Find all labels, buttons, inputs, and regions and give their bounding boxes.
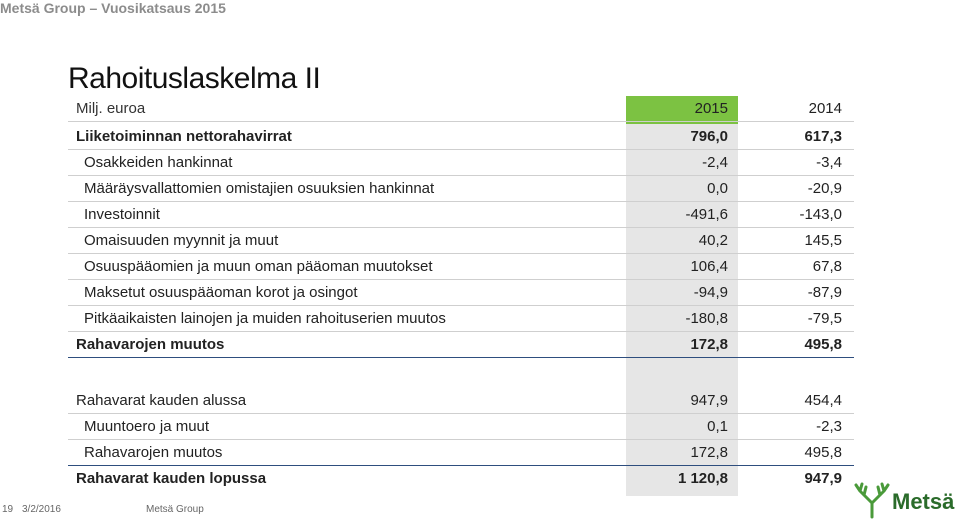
row-label: Maksetut osuuspääoman korot ja osingot [84,284,358,301]
value-2014: 495,8 [804,336,842,353]
value-2015: 106,4 [690,258,728,275]
row-label: Pitkäaikaisten lainojen ja muiden rahoit… [84,310,446,327]
row-label: Määräysvallattomien omistajien osuuksien… [84,180,435,197]
column-header-2014: 2014 [808,100,842,117]
row-label: Osuuspääomien ja muun oman pääoman muuto… [84,258,433,275]
value-2015: -94,9 [693,284,728,301]
value-2014: -20,9 [807,180,842,197]
value-2015: 947,9 [690,392,728,409]
value-2015: 172,8 [690,336,728,353]
value-2015: 172,8 [690,444,728,461]
table-row: Liiketoiminnan nettorahavirrat 796,0 617… [68,124,854,150]
value-2015: -2,4 [702,154,728,171]
cash-flow-table: Milj. euroa 2015 2014 Liiketoiminnan net… [68,96,854,496]
value-2015: 0,0 [707,180,728,197]
table-row: Muuntoero ja muut 0,1 -2,3 [68,414,854,440]
table-row: Pitkäaikaisten lainojen ja muiden rahoit… [68,306,854,332]
table-row: Maksetut osuuspääoman korot ja osingot -… [68,280,854,306]
row-label: Investoinnit [84,206,160,223]
column-2015-highlight [626,96,738,496]
row-label: Osakkeiden hankinnat [84,154,233,171]
row-label: Omaisuuden myynnit ja muut [84,232,279,249]
row-label: Rahavarat kauden lopussa [76,470,267,487]
table-row: Osuuspääomien ja muun oman pääoman muuto… [68,254,854,280]
table-header-row: Milj. euroa 2015 2014 [68,96,854,122]
value-2014: -143,0 [799,206,842,223]
value-2014: -87,9 [807,284,842,301]
slide-title: Rahoituslaskelma II [68,62,321,95]
table-row-total: Rahavarat kauden lopussa 1 120,8 947,9 [68,466,854,492]
value-2014: 495,8 [804,444,842,461]
column-header-2015: 2015 [694,100,728,117]
table-row: Rahavarojen muutos 172,8 495,8 [68,440,854,466]
row-label: Liiketoiminnan nettorahavirrat [76,128,292,145]
value-2015: 40,2 [698,232,728,249]
table-row: Investoinnit -491,6 -143,0 [68,202,854,228]
table-row-subtotal: Rahavarojen muutos 172,8 495,8 [68,332,854,358]
value-2015: 0,1 [707,418,728,435]
value-2015: 1 120,8 [677,470,728,487]
value-2014: -79,5 [807,310,842,327]
metsa-logo: Metsä [852,481,955,521]
value-2015: -491,6 [685,206,728,223]
unit-label: Milj. euroa [76,100,146,117]
row-label: Rahavarojen muutos [84,444,223,461]
table-row: Omaisuuden myynnit ja muut 40,2 145,5 [68,228,854,254]
table-row: Määräysvallattomien omistajien osuuksien… [68,176,854,202]
row-label: Muuntoero ja muut [84,418,210,435]
logo-text: Metsä [892,489,955,514]
value-2014: -3,4 [816,154,842,171]
value-2015: 796,0 [690,128,728,145]
header-title: Metsä Group – Vuosikatsaus 2015 [0,0,226,16]
table-row: Rahavarat kauden alussa 947,9 454,4 [68,388,854,414]
page-number: 19 [2,504,14,515]
value-2015: -180,8 [685,310,728,327]
row-label: Rahavarojen muutos [76,336,225,353]
column-2015-header-bg [626,96,738,124]
value-2014: 454,4 [804,392,842,409]
row-label: Rahavarat kauden alussa [76,392,247,409]
table-row: Osakkeiden hankinnat -2,4 -3,4 [68,150,854,176]
value-2014: 947,9 [804,470,842,487]
value-2014: 67,8 [812,258,842,275]
moose-antler-icon [854,482,890,519]
footer-company: Metsä Group [146,504,204,515]
value-2014: 145,5 [804,232,842,249]
value-2014: 617,3 [804,128,842,145]
footer-date: 3/2/2016 [22,504,61,515]
value-2014: -2,3 [816,418,842,435]
